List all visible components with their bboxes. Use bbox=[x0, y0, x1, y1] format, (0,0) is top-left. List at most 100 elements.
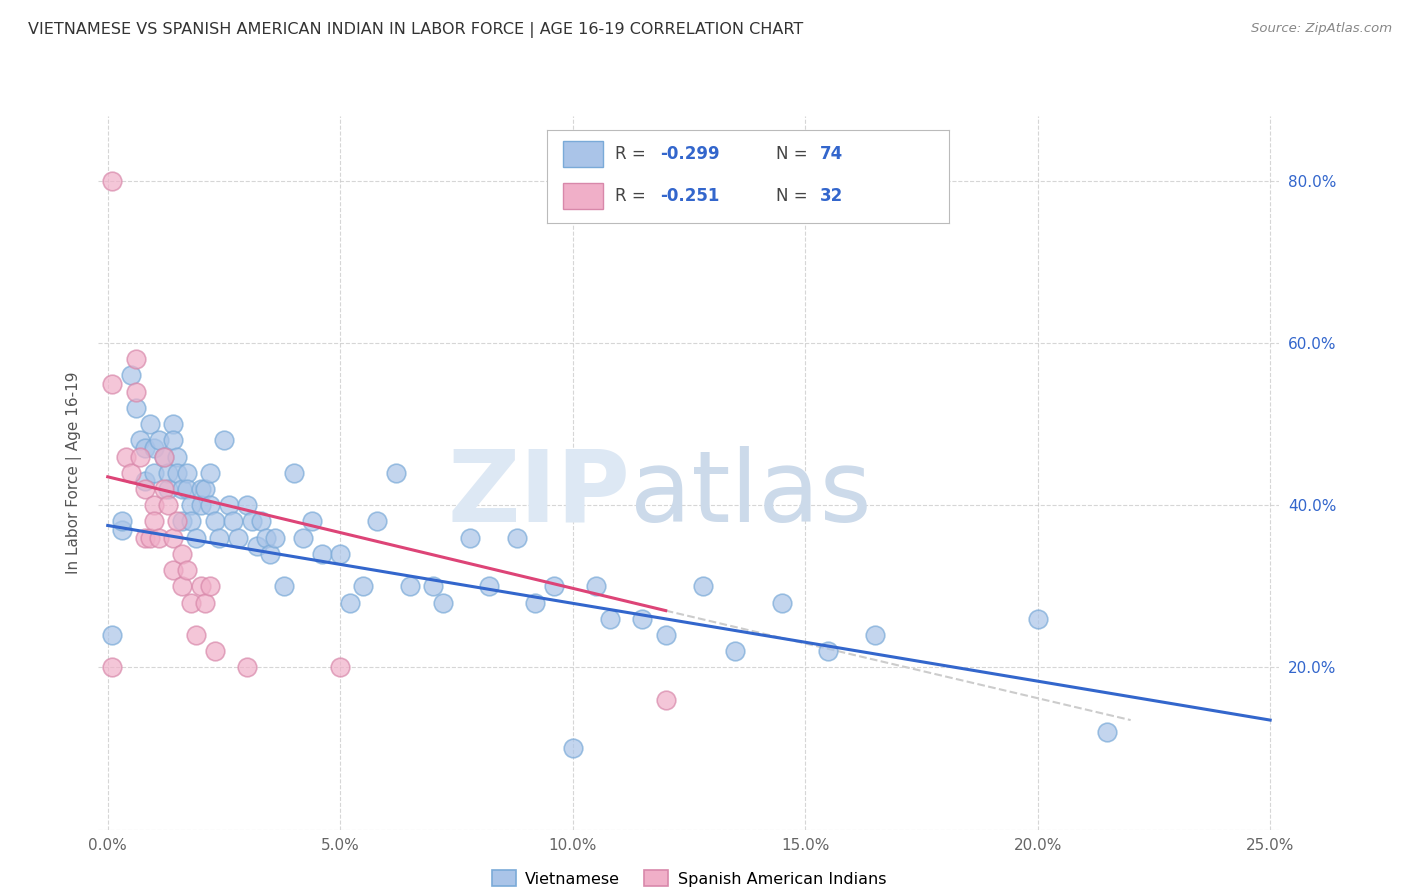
Point bbox=[138, 531, 160, 545]
Point bbox=[204, 515, 226, 529]
Point bbox=[204, 644, 226, 658]
Point bbox=[770, 595, 793, 609]
Point bbox=[166, 466, 188, 480]
Point bbox=[212, 434, 235, 448]
Text: -0.299: -0.299 bbox=[659, 145, 720, 163]
Point bbox=[301, 515, 323, 529]
Point bbox=[172, 515, 194, 529]
Point bbox=[478, 579, 501, 593]
Point bbox=[329, 660, 352, 674]
Point bbox=[162, 563, 184, 577]
Point bbox=[259, 547, 281, 561]
Point bbox=[240, 515, 263, 529]
Point bbox=[506, 531, 529, 545]
Text: -0.251: -0.251 bbox=[659, 187, 718, 205]
Point bbox=[190, 579, 212, 593]
Point bbox=[226, 531, 249, 545]
Point bbox=[115, 450, 138, 464]
Text: atlas: atlas bbox=[630, 446, 872, 542]
Text: R =: R = bbox=[616, 145, 651, 163]
Point bbox=[176, 466, 198, 480]
Point bbox=[194, 595, 217, 609]
Point bbox=[152, 450, 174, 464]
Point bbox=[111, 523, 134, 537]
Point bbox=[134, 531, 156, 545]
Point bbox=[254, 531, 277, 545]
Point bbox=[218, 498, 240, 512]
Point bbox=[176, 482, 198, 496]
Text: R =: R = bbox=[616, 187, 651, 205]
Point bbox=[222, 515, 245, 529]
Point bbox=[250, 515, 273, 529]
Point bbox=[129, 434, 152, 448]
Point bbox=[422, 579, 444, 593]
Point bbox=[198, 498, 221, 512]
Point bbox=[180, 595, 202, 609]
Point bbox=[172, 547, 194, 561]
Point bbox=[134, 482, 156, 496]
Point bbox=[157, 482, 180, 496]
Bar bbox=[564, 183, 603, 209]
Point bbox=[245, 539, 267, 553]
Point bbox=[561, 741, 583, 756]
Point bbox=[180, 515, 202, 529]
Point bbox=[162, 531, 184, 545]
Text: 74: 74 bbox=[820, 145, 844, 163]
Point bbox=[432, 595, 454, 609]
Point bbox=[166, 450, 188, 464]
Point bbox=[152, 482, 174, 496]
Point bbox=[654, 693, 676, 707]
Point bbox=[138, 417, 160, 431]
Point bbox=[460, 531, 482, 545]
Point bbox=[143, 466, 166, 480]
Point bbox=[143, 442, 166, 456]
Point bbox=[863, 628, 886, 642]
Point bbox=[385, 466, 408, 480]
Point bbox=[190, 482, 212, 496]
Point bbox=[101, 660, 124, 674]
Point bbox=[817, 644, 839, 658]
Point bbox=[157, 466, 180, 480]
Point bbox=[198, 579, 221, 593]
Point bbox=[124, 384, 146, 399]
Point bbox=[120, 466, 142, 480]
Point bbox=[162, 417, 184, 431]
Text: 32: 32 bbox=[820, 187, 844, 205]
Point bbox=[101, 174, 124, 188]
Text: VIETNAMESE VS SPANISH AMERICAN INDIAN IN LABOR FORCE | AGE 16-19 CORRELATION CHA: VIETNAMESE VS SPANISH AMERICAN INDIAN IN… bbox=[28, 22, 803, 38]
Point bbox=[329, 547, 352, 561]
Point bbox=[101, 628, 124, 642]
Text: ZIP: ZIP bbox=[447, 446, 630, 542]
Point bbox=[631, 612, 654, 626]
Point bbox=[124, 401, 146, 415]
Point bbox=[101, 376, 124, 391]
Point bbox=[172, 579, 194, 593]
Point bbox=[134, 474, 156, 488]
Point bbox=[654, 628, 676, 642]
Point bbox=[194, 482, 217, 496]
Point bbox=[129, 450, 152, 464]
Point bbox=[236, 498, 259, 512]
Point bbox=[353, 579, 375, 593]
Point bbox=[157, 498, 180, 512]
Point bbox=[1026, 612, 1049, 626]
Point bbox=[339, 595, 361, 609]
Point bbox=[264, 531, 287, 545]
Point bbox=[143, 498, 166, 512]
Point bbox=[180, 498, 202, 512]
Point bbox=[152, 450, 174, 464]
Point bbox=[283, 466, 305, 480]
Y-axis label: In Labor Force | Age 16-19: In Labor Force | Age 16-19 bbox=[66, 371, 82, 574]
Point bbox=[692, 579, 714, 593]
Point bbox=[1097, 725, 1119, 739]
Point bbox=[124, 352, 146, 367]
Point bbox=[148, 531, 170, 545]
Point bbox=[143, 515, 166, 529]
Legend: Vietnamese, Spanish American Indians: Vietnamese, Spanish American Indians bbox=[485, 863, 893, 892]
Text: Source: ZipAtlas.com: Source: ZipAtlas.com bbox=[1251, 22, 1392, 36]
Point bbox=[311, 547, 333, 561]
Point bbox=[111, 515, 134, 529]
Point bbox=[176, 563, 198, 577]
Text: N =: N = bbox=[776, 145, 813, 163]
Point bbox=[366, 515, 388, 529]
